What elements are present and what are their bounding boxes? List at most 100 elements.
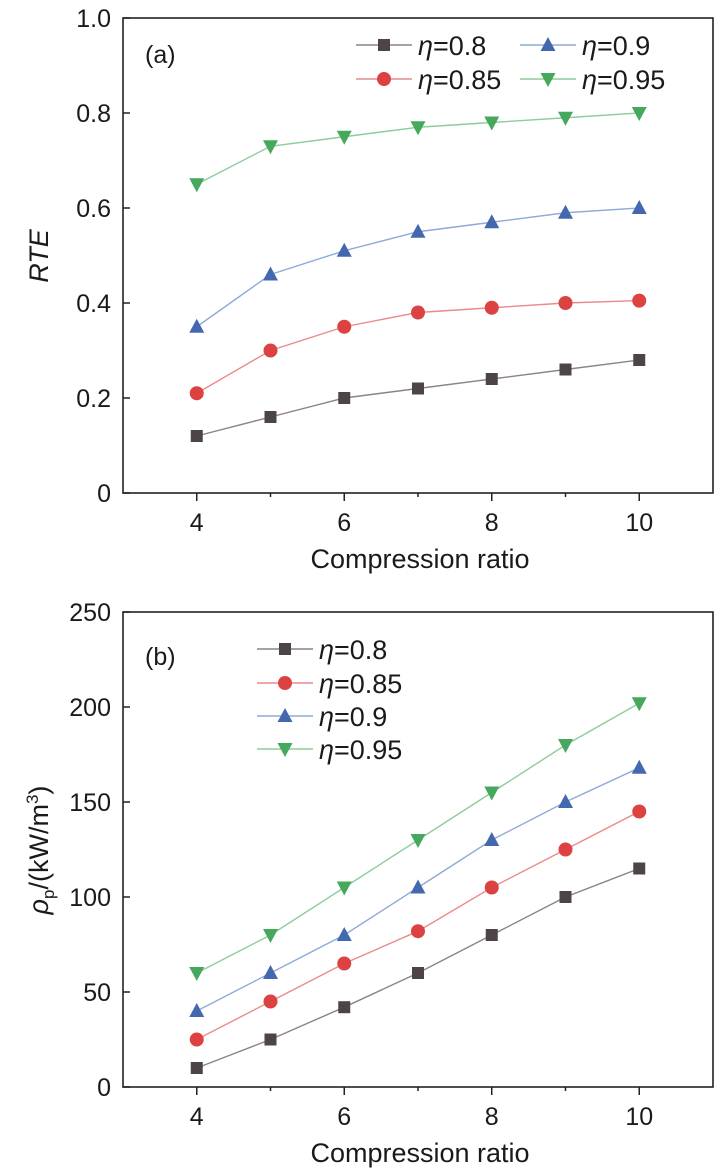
panel-b-data-point (190, 1062, 203, 1074)
panel-a-x-tick-label: 4 (190, 509, 204, 537)
panel-b-data-point (338, 1001, 351, 1014)
panel-a-data-point (558, 204, 573, 219)
panel-b-legend-label: η=0.9 (319, 702, 387, 732)
panel-a-legend: η=0.8 η=0.9 η=0.85 η=0.95 (356, 31, 665, 95)
panel-a-legend-marker (377, 72, 391, 86)
panel-a-legend-item: η=0.85 (356, 65, 501, 95)
panel-a-x-tick-labels: 4 6 8 10 (190, 509, 653, 537)
panel-b-y-subscript: p (39, 890, 58, 899)
panel-a: 0 0.2 0.4 0.6 0.8 1.0 4 6 8 10 (a) Compression r… (24, 5, 714, 574)
panel-a-data-point (484, 214, 500, 229)
panel-a-legend-item: η=0.95 (520, 65, 665, 95)
panel-b-x-tick-label: 8 (485, 1103, 499, 1131)
panel-a-y-tick-label: 0 (97, 480, 111, 508)
panel-b-y-symbol: ρ (24, 899, 54, 915)
panel-b-x-axis-title: Compression ratio (310, 1138, 529, 1168)
panel-a-y-tick-label: 0.2 (76, 385, 111, 413)
panel-a-data-point (336, 130, 352, 145)
panel-b-legend-item: η=0.9 (257, 702, 387, 732)
panel-b-plot-frame (122, 611, 714, 1088)
panel-b-data-point (336, 927, 352, 941)
panel-a-series-eta-0.85 (189, 293, 647, 401)
panel-b-data-point (410, 879, 426, 894)
panel-b-data-point (336, 881, 352, 896)
panel-a-legend-item: η=0.9 (520, 31, 650, 61)
panel-a-data-point (338, 392, 351, 404)
panel-a-legend-label: η=0.85 (418, 65, 501, 95)
panel-a-data-point (336, 242, 352, 257)
panel-b-data-point (559, 891, 572, 903)
panel-a-legend-label: η=0.9 (582, 31, 650, 61)
panel-a-data-point (263, 266, 278, 281)
panel-a-data-point (189, 318, 205, 333)
panel-a-label: (a) (145, 41, 176, 69)
panel-a-data-point (631, 200, 647, 214)
panel-a-data-point (412, 382, 424, 395)
panel-b-y-tick-label: 150 (69, 789, 111, 817)
panel-a-data-point (263, 343, 278, 358)
panel-b-data-point (484, 832, 500, 846)
panel-b-series (189, 697, 647, 1074)
panel-a-data-point (559, 363, 572, 376)
panel-b-y-unit-close: ) (24, 786, 54, 795)
panel-a-legend-label: η=0.95 (582, 65, 665, 95)
panel-b-series-eta-0.9 (189, 759, 647, 1017)
panel-a-data-point (410, 223, 426, 238)
panel-b-label: (b) (145, 643, 176, 671)
panel-a-x-tick-label: 6 (337, 509, 351, 537)
panel-b-legend-label: η=0.8 (319, 635, 387, 665)
panel-b-data-point (558, 794, 573, 808)
panel-a-x-tick-label: 10 (625, 509, 653, 537)
panel-b-data-point (263, 994, 278, 1009)
panel-a-legend-label: η=0.8 (418, 31, 486, 61)
panel-b-data-point (558, 739, 573, 753)
panel-a-data-point (189, 386, 204, 401)
panel-b-y-superscript: 3 (23, 795, 42, 804)
panel-b-data-point (632, 804, 647, 819)
panel-b-legend: η=0.8 η=0.85η=0.9η=0.95 (257, 635, 402, 765)
panel-b-legend-label: η=0.85 (319, 669, 402, 699)
panel-b-legend-item: η=0.85 (257, 669, 402, 699)
panel-a-data-point (264, 411, 277, 423)
panel-a-data-point (190, 430, 203, 442)
panel-b-data-point (633, 862, 646, 875)
panel-b-data-point (189, 967, 205, 981)
panel-a-data-point (631, 107, 647, 121)
panel-b-legend-marker (277, 708, 293, 722)
panel-b-data-point (411, 924, 425, 939)
panel-b-x-tick-label: 10 (625, 1103, 653, 1131)
panel-b-x-tick-labels: 4 6 8 10 (190, 1103, 653, 1131)
panel-b-series-eta-0.95 (189, 697, 647, 981)
panel-b-series-eta-0.85 (189, 804, 647, 1047)
panel-a-data-point (558, 111, 573, 126)
panel-b-data-point (484, 880, 499, 895)
panel-a-y-tick-label: 0.8 (76, 100, 111, 128)
panel-b-data-point (484, 786, 500, 801)
panel-a-legend-marker (378, 39, 390, 51)
panel-b-legend-marker (278, 676, 292, 690)
panel-b-data-point (263, 965, 278, 979)
panel-a-y-tick-label: 0.6 (76, 195, 111, 223)
panel-a-y-axis-title: RTE (24, 228, 54, 283)
panel-b-data-point (264, 1033, 277, 1046)
panel-a-data-point (411, 305, 425, 320)
panel-b-data-point (189, 1032, 204, 1047)
panel-b-data-point (485, 929, 498, 941)
panel-a-y-tick-label: 0.4 (76, 290, 111, 318)
panel-b-y-unit-open: /(kW/m (24, 804, 54, 889)
panel-b-data-point (631, 759, 647, 774)
panel-a-data-point (189, 178, 205, 193)
panel-a-legend-marker (540, 73, 556, 87)
panel-b-data-point (410, 834, 426, 848)
panel-a-legend-item: η=0.8 (356, 31, 486, 61)
panel-b-y-tick-label: 250 (69, 599, 111, 627)
panel-a-data-point (633, 354, 646, 366)
panel-b-data-point (189, 1003, 205, 1017)
panel-a-series-eta-0.8 (190, 354, 646, 442)
panel-b-data-point (631, 697, 647, 712)
panel-a-x-tick-label: 8 (485, 509, 499, 537)
panel-a-series-eta-0.9 (189, 200, 647, 333)
panel-b-x-tick-label: 4 (190, 1103, 204, 1131)
panel-b-data-point (263, 929, 278, 943)
